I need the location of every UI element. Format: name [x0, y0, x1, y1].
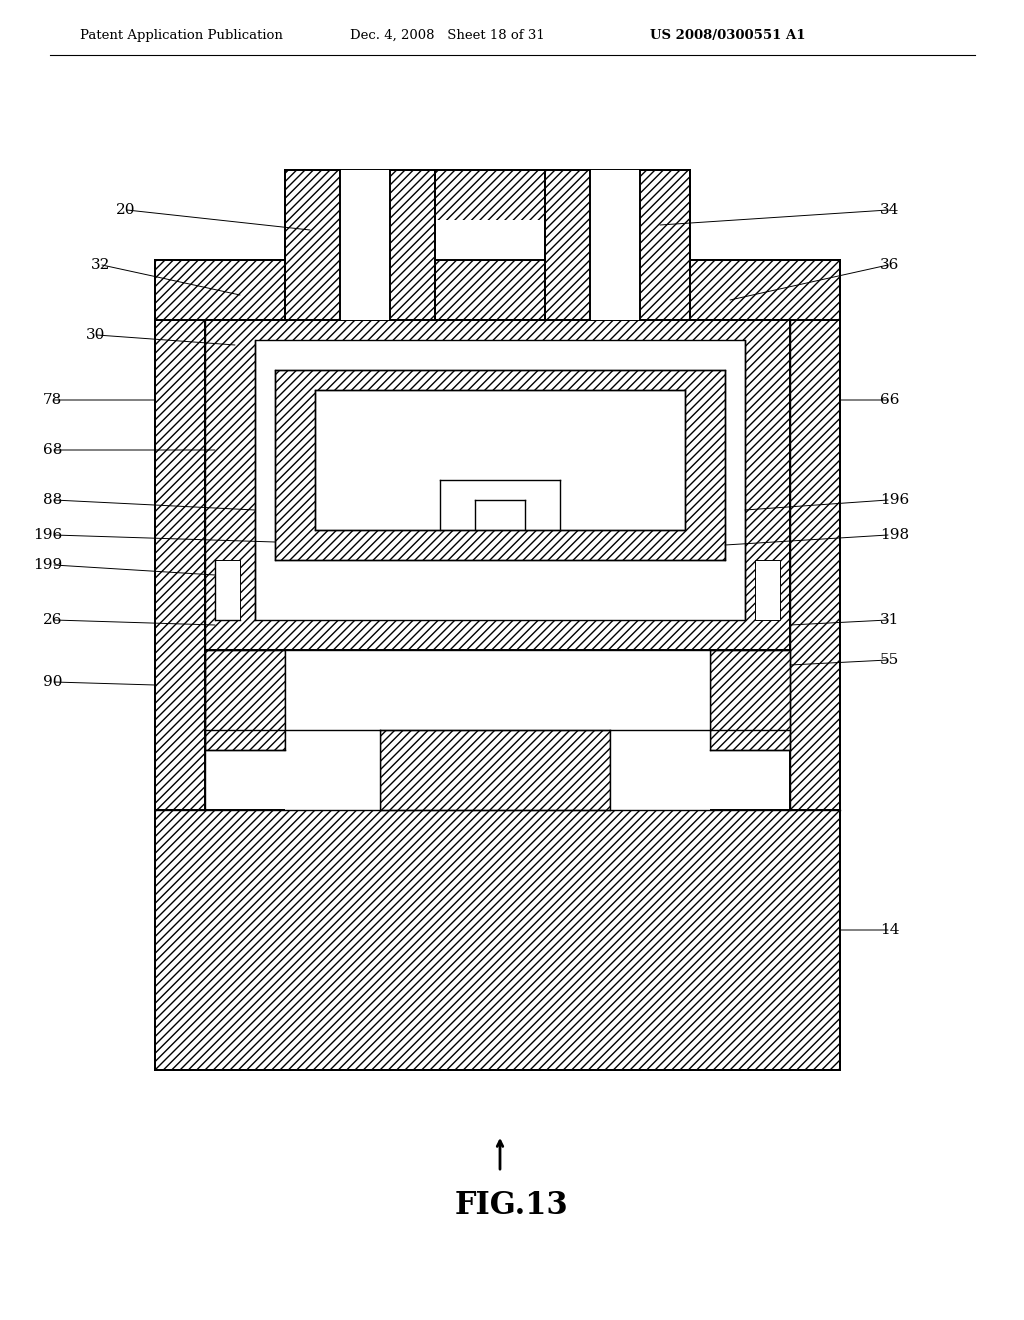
Polygon shape	[710, 649, 790, 750]
Text: 55: 55	[880, 653, 899, 667]
Polygon shape	[285, 170, 435, 319]
Text: 88: 88	[43, 492, 62, 507]
Text: 26: 26	[43, 612, 62, 627]
Polygon shape	[435, 170, 545, 260]
Polygon shape	[315, 389, 685, 531]
Text: 30: 30	[86, 327, 105, 342]
Text: 36: 36	[880, 257, 899, 272]
Text: 68: 68	[43, 444, 62, 457]
Polygon shape	[790, 319, 840, 810]
Text: US 2008/0300551 A1: US 2008/0300551 A1	[650, 29, 806, 41]
Text: FIG.13: FIG.13	[455, 1189, 569, 1221]
Text: 32: 32	[91, 257, 110, 272]
Polygon shape	[255, 341, 745, 620]
Text: Patent Application Publication: Patent Application Publication	[80, 29, 283, 41]
Polygon shape	[205, 649, 285, 750]
Text: 90: 90	[43, 675, 62, 689]
Polygon shape	[155, 810, 840, 1071]
Text: 196: 196	[33, 528, 62, 543]
Polygon shape	[545, 170, 690, 319]
Polygon shape	[155, 319, 205, 810]
Polygon shape	[275, 370, 725, 560]
Polygon shape	[215, 560, 240, 620]
Polygon shape	[610, 649, 710, 810]
Polygon shape	[380, 730, 610, 810]
Text: 196: 196	[880, 492, 909, 507]
Text: 66: 66	[880, 393, 899, 407]
Text: 20: 20	[116, 203, 135, 216]
Polygon shape	[435, 220, 545, 260]
Text: 14: 14	[880, 923, 899, 937]
Polygon shape	[205, 319, 790, 649]
Text: 199: 199	[33, 558, 62, 572]
Polygon shape	[340, 170, 390, 319]
Text: Dec. 4, 2008   Sheet 18 of 31: Dec. 4, 2008 Sheet 18 of 31	[350, 29, 545, 41]
Text: 78: 78	[43, 393, 62, 407]
Polygon shape	[590, 170, 640, 319]
Text: 31: 31	[880, 612, 899, 627]
Polygon shape	[285, 649, 380, 810]
Polygon shape	[755, 560, 780, 620]
Text: 198: 198	[880, 528, 909, 543]
Polygon shape	[155, 260, 840, 319]
Text: 34: 34	[880, 203, 899, 216]
